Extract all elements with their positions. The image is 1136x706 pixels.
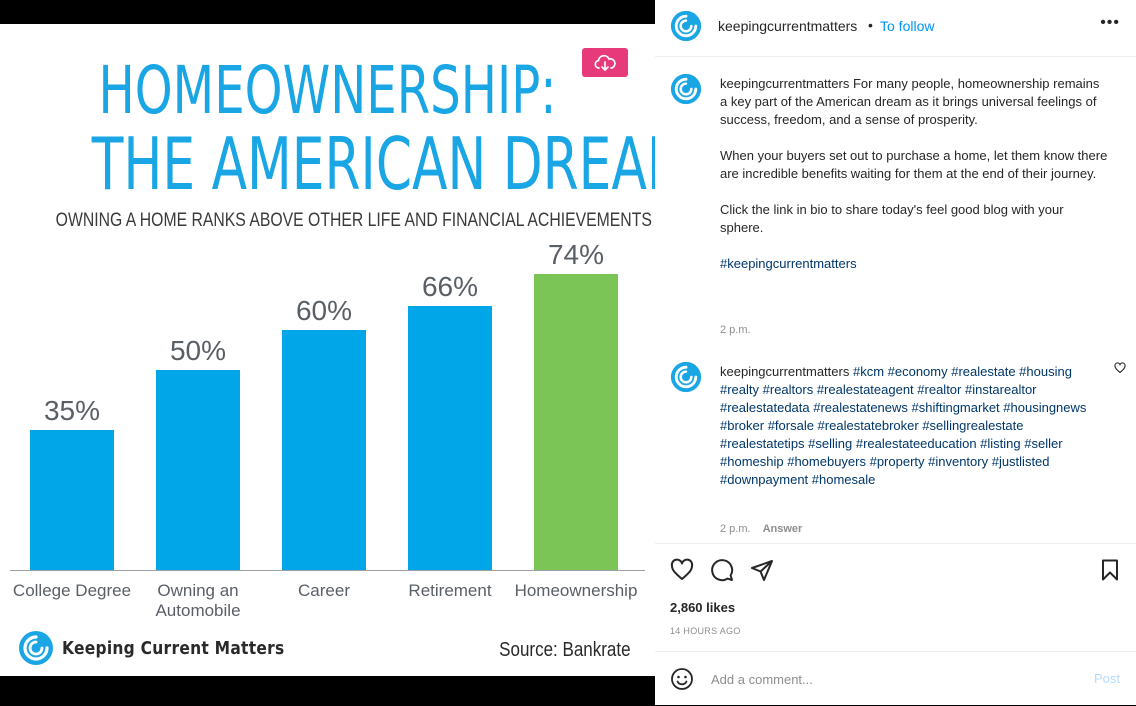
heart-icon[interactable]	[1114, 362, 1126, 374]
post-media: HOMEOWNERSHIP: THE AMERICAN DREAM OWNING…	[0, 24, 655, 676]
comment-text: keepingcurrentmatters #kcm #economy #rea…	[720, 363, 1096, 489]
bookmark-icon[interactable]	[1098, 558, 1122, 582]
category-label: Career	[298, 581, 350, 600]
post-side-panel: keepingcurrentmatters • To follow ••• ke…	[655, 0, 1136, 705]
caption-text: keepingcurrentmatters For many people, h…	[720, 75, 1110, 273]
caption-paragraph2: When your buyers set out to purchase a h…	[720, 148, 1108, 181]
share-icon[interactable]	[750, 558, 774, 582]
heart-icon[interactable]	[670, 558, 694, 582]
category-label: College Degree	[13, 581, 131, 600]
post-comment-button[interactable]: Post	[1093, 671, 1120, 686]
bar-4	[534, 274, 618, 570]
comments-section: keepingcurrentmatters For many people, h…	[655, 57, 1136, 543]
avatar[interactable]	[670, 10, 702, 42]
bar-0	[30, 430, 114, 570]
answer-button[interactable]: Answer	[762, 523, 803, 535]
category-label: Owning an	[157, 581, 238, 600]
caption-hashtag[interactable]: #keepingcurrentmatters	[720, 256, 857, 271]
bar-2	[282, 330, 366, 570]
download-button[interactable]	[582, 48, 628, 77]
category-label: Automobile	[155, 601, 240, 620]
header-username[interactable]: keepingcurrentmatters	[718, 18, 858, 34]
emoji-icon[interactable]	[670, 667, 694, 691]
header-separator: •	[868, 17, 873, 33]
chart-title-line2: THE AMERICAN DREAM	[91, 122, 655, 206]
bar-1	[156, 370, 240, 570]
chart-subtitle: OWNING A HOME RANKS ABOVE OTHER LIFE AND…	[55, 210, 652, 231]
avatar[interactable]	[670, 73, 702, 105]
post-actions: 2,860 likes 14 HOURS AGO	[655, 543, 1136, 652]
bar-value-label: 60%	[296, 295, 352, 326]
more-options-icon[interactable]: •••	[1100, 14, 1120, 31]
caption-username[interactable]: keepingcurrentmatters	[720, 76, 850, 91]
avatar[interactable]	[670, 361, 702, 393]
comment-time: 2 p.m.	[720, 523, 751, 535]
bar-3	[408, 306, 492, 570]
comment-icon[interactable]	[710, 558, 734, 582]
comment-meta: 2 p.m. Answer	[720, 523, 802, 535]
bar-value-label: 66%	[422, 271, 478, 302]
comment-hashtags[interactable]: #kcm #economy #realestate #housing #real…	[720, 364, 1087, 487]
post-timestamp: 14 HOURS AGO	[670, 626, 741, 636]
post-header: keepingcurrentmatters • To follow •••	[655, 0, 1136, 57]
post-image[interactable]: HOMEOWNERSHIP: THE AMERICAN DREAM OWNING…	[0, 24, 655, 676]
caption-time: 2 p.m.	[720, 324, 751, 336]
follow-button[interactable]: To follow	[880, 18, 935, 34]
category-label: Homeownership	[515, 581, 638, 600]
chart-source: Source: Bankrate	[499, 639, 631, 661]
caption-paragraph1: For many people, homeownership remains a…	[720, 76, 1100, 127]
brand-logo: Keeping Current Matters	[18, 630, 321, 666]
comment-input[interactable]	[709, 666, 1073, 692]
caption-paragraph3: Click the link in bio to share today's f…	[720, 202, 1064, 235]
comment-composer: Post	[655, 651, 1136, 706]
kcm-logo-icon	[19, 631, 53, 665]
likes-count[interactable]: 2,860 likes	[670, 600, 736, 615]
comment-username[interactable]: keepingcurrentmatters	[720, 364, 850, 379]
category-label: Retirement	[408, 581, 491, 600]
cloud-download-icon	[594, 54, 616, 71]
bar-value-label: 74%	[548, 239, 604, 270]
bar-value-label: 35%	[44, 395, 100, 426]
brand-name: Keeping Current Matters	[62, 637, 285, 659]
bar-value-label: 50%	[170, 335, 226, 366]
chart-title-line1: HOMEOWNERSHIP:	[98, 52, 557, 129]
